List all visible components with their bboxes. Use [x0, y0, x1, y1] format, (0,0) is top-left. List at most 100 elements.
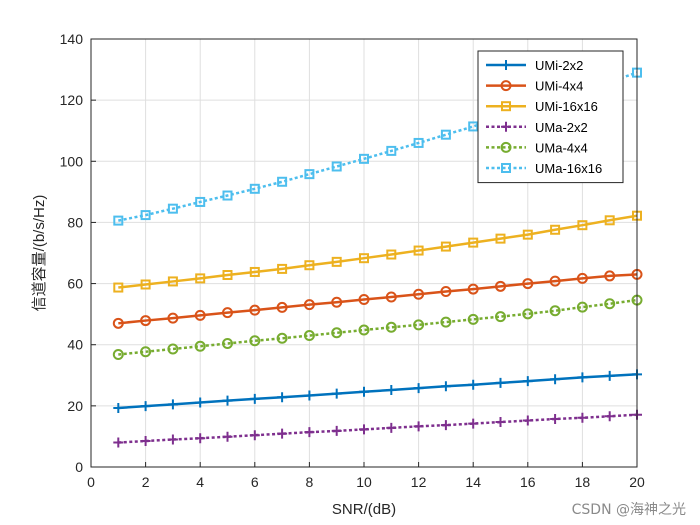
data-point-umi-2x2: [195, 397, 206, 408]
y-tick-label: 80: [67, 214, 83, 230]
data-point-uma-2x2: [304, 427, 315, 438]
data-point-uma-4x4: [222, 337, 233, 349]
data-point-umi-16x16: [140, 279, 151, 290]
data-point-uma-2x2: [550, 414, 561, 425]
x-tick-label: 16: [520, 474, 536, 490]
legend-box: [477, 50, 624, 184]
data-point-uma-4x4: [249, 335, 261, 347]
legend-marker: [501, 121, 511, 132]
data-point-uma-16x16: [195, 196, 206, 207]
data-point-umi-16x16: [167, 276, 178, 287]
data-point-umi-2x2: [167, 399, 178, 410]
data-point-umi-16x16: [304, 260, 315, 271]
data-point-umi-2x2: [468, 379, 479, 390]
data-point-uma-16x16: [331, 161, 342, 172]
x-tick-label: 12: [411, 474, 427, 490]
data-point-umi-16x16: [440, 241, 451, 252]
data-point-uma-2x2: [359, 424, 369, 435]
data-point-uma-2x2: [113, 437, 124, 448]
data-point-umi-4x4: [249, 304, 261, 316]
data-point-umi-4x4: [440, 286, 452, 298]
legend-label: UMi-2x2: [535, 58, 583, 73]
series-umi-4x4: [112, 268, 643, 329]
data-point-umi-2x2: [413, 383, 424, 394]
legend-label: UMa-2x2: [535, 120, 588, 135]
data-point-umi-16x16: [195, 273, 206, 284]
data-point-uma-16x16: [359, 153, 369, 164]
data-point-uma-4x4: [576, 301, 588, 313]
legend-item-uma-4x4: UMa-4x4: [486, 140, 588, 155]
legend-item-umi-4x4: UMi-4x4: [486, 79, 583, 94]
y-tick-label: 20: [67, 398, 83, 414]
data-point-uma-4x4: [112, 348, 124, 360]
x-tick-label: 2: [142, 474, 150, 490]
x-tick-label: 20: [629, 474, 645, 490]
data-point-umi-4x4: [522, 278, 534, 290]
series-umi-16x16: [113, 210, 642, 293]
x-tick-label: 8: [306, 474, 314, 490]
data-point-umi-16x16: [249, 266, 260, 277]
legend-label: UMi-4x4: [535, 79, 583, 94]
data-point-umi-16x16: [386, 249, 397, 260]
data-point-uma-16x16: [304, 169, 315, 180]
data-point-uma-16x16: [167, 203, 178, 214]
data-point-umi-4x4: [358, 293, 370, 305]
data-point-uma-2x2: [167, 434, 178, 445]
data-point-uma-4x4: [549, 305, 561, 317]
data-point-umi-4x4: [549, 275, 561, 287]
legend-item-umi-2x2: UMi-2x2: [486, 58, 583, 73]
x-tick-label: 10: [356, 474, 372, 490]
data-point-uma-16x16: [386, 145, 397, 156]
data-point-uma-2x2: [386, 422, 397, 433]
legend-marker: [500, 141, 512, 153]
data-point-umi-4x4: [167, 312, 179, 324]
legend-item-umi-16x16: UMi-16x16: [486, 99, 598, 114]
data-point-umi-16x16: [413, 245, 424, 256]
data-point-uma-2x2: [331, 425, 342, 436]
legend-label: UMa-4x4: [535, 140, 588, 155]
data-point-uma-4x4: [276, 332, 288, 344]
y-tick-label: 40: [67, 337, 83, 353]
data-point-uma-16x16: [249, 183, 260, 194]
y-tick-label: 140: [60, 31, 84, 47]
data-point-uma-16x16: [222, 190, 233, 201]
data-point-umi-2x2: [113, 402, 124, 413]
data-point-umi-16x16: [113, 282, 124, 293]
data-point-uma-4x4: [358, 324, 370, 336]
data-point-uma-4x4: [331, 327, 343, 339]
data-point-umi-16x16: [550, 224, 561, 235]
x-tick-label: 14: [465, 474, 481, 490]
data-point-uma-4x4: [194, 340, 206, 352]
data-point-umi-4x4: [467, 283, 479, 295]
data-point-umi-2x2: [304, 390, 315, 401]
data-point-umi-2x2: [495, 377, 506, 388]
data-point-uma-2x2: [495, 417, 506, 428]
data-point-umi-16x16: [522, 229, 533, 240]
data-point-umi-4x4: [140, 315, 152, 327]
legend-label: UMa-16x16: [535, 161, 602, 176]
legend: UMi-2x2 UMi-4x4 UMi-16x16 UMa-2x2 UMa-4x4 UMa…: [477, 50, 624, 184]
data-point-uma-16x16: [277, 176, 288, 187]
y-tick-label: 60: [67, 276, 83, 292]
watermark: CSDN @海神之光: [571, 502, 686, 518]
x-tick-label: 6: [251, 474, 259, 490]
data-point-uma-2x2: [440, 420, 451, 431]
data-point-umi-4x4: [194, 309, 206, 321]
series-layer: [112, 67, 643, 448]
data-point-uma-16x16: [113, 215, 124, 226]
series-umi-2x2: [113, 369, 642, 413]
data-point-uma-4x4: [413, 319, 425, 331]
y-tick-label: 120: [60, 92, 84, 108]
data-point-uma-4x4: [140, 346, 152, 358]
data-point-umi-2x2: [140, 401, 151, 412]
data-point-umi-16x16: [495, 233, 506, 244]
data-point-umi-16x16: [277, 263, 288, 274]
data-point-uma-2x2: [140, 436, 151, 447]
data-point-umi-2x2: [359, 386, 369, 397]
legend-marker: [500, 80, 512, 92]
x-axis-label: SNR/(dB): [332, 501, 396, 518]
data-point-umi-16x16: [222, 270, 233, 281]
data-point-uma-4x4: [440, 316, 452, 328]
data-point-umi-2x2: [604, 370, 615, 381]
series-line-uma-2x2: [118, 413, 638, 444]
